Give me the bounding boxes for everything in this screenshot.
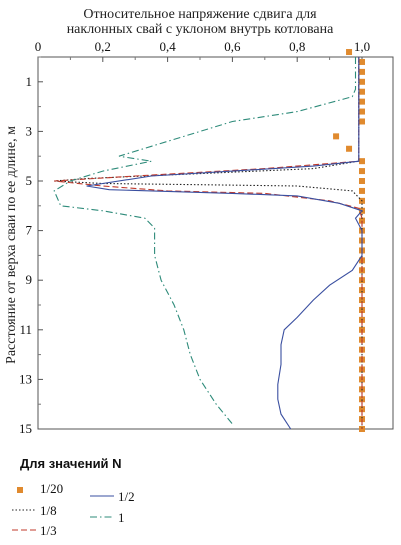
y-tick-label: 9 [26, 272, 33, 287]
series-1-20-point [359, 178, 365, 184]
y-axis-label: Расстояние от верха сваи по ее длине, м [4, 126, 19, 364]
series-layer [53, 49, 365, 432]
y-tick-label: 3 [26, 123, 33, 138]
series-1-20-point [359, 108, 365, 115]
legend-label: 1/2 [118, 489, 135, 504]
series-1-20-point [359, 306, 365, 313]
series-1-20-point [359, 297, 365, 304]
series-1-20-point [359, 406, 365, 413]
series-1-20-point [359, 98, 365, 105]
y-tick-label: 15 [19, 421, 32, 436]
y-tick-label: 1 [26, 74, 33, 89]
legend-marker [17, 487, 23, 493]
x-tick-label: 0,8 [289, 39, 305, 54]
legend-label: 1 [118, 510, 125, 525]
y-tick-label: 5 [26, 173, 33, 188]
legend-label: 1/3 [40, 523, 57, 538]
series-1-20-point [359, 118, 365, 125]
legend: 1/20 1/8 1/3 1/2 1 [12, 481, 135, 538]
x-tick-label: 0,6 [224, 39, 241, 54]
series-1-20-point [359, 168, 365, 175]
x-tick-label: 0,2 [95, 39, 111, 54]
series-1-20-point [359, 396, 365, 403]
series-1-20-point [359, 68, 365, 75]
series-1-20-point [359, 287, 365, 294]
legend-title: Для значений N [20, 456, 122, 471]
x-axis: 0 0,2 0,4 0,6 0,8 1,0 [35, 39, 370, 62]
y-tick-label: 7 [26, 223, 33, 238]
x-tick-label: 0 [35, 39, 42, 54]
series-line-1-3 [54, 57, 363, 429]
x-tick-label: 0,4 [159, 39, 176, 54]
y-tick-label: 11 [19, 322, 32, 337]
series-1-20-point [359, 187, 365, 194]
series-1-20-point [359, 88, 365, 95]
series-1-20-point [359, 58, 365, 65]
series-line-1 [53, 57, 357, 425]
series-1-20-point [346, 145, 353, 152]
chart-title-line-2: наклонных свай с уклоном внутрь котлован… [67, 22, 334, 37]
legend-label: 1/8 [40, 503, 57, 518]
series-1-20-point [359, 158, 365, 165]
series-1-20-point [359, 217, 365, 224]
legend-label: 1/20 [40, 481, 63, 496]
x-tick-label: 1,0 [354, 39, 370, 54]
series-1-20-point [333, 133, 340, 140]
chart-title-line-1: Относительное напряжение сдвига для [83, 7, 317, 22]
series-line-1-8 [54, 57, 363, 429]
y-tick-label: 13 [19, 371, 32, 386]
plot-frame [37, 56, 394, 430]
series-1-20-point [359, 78, 365, 85]
series-line-1-2 [86, 57, 363, 430]
series-1-20-point [346, 49, 353, 56]
